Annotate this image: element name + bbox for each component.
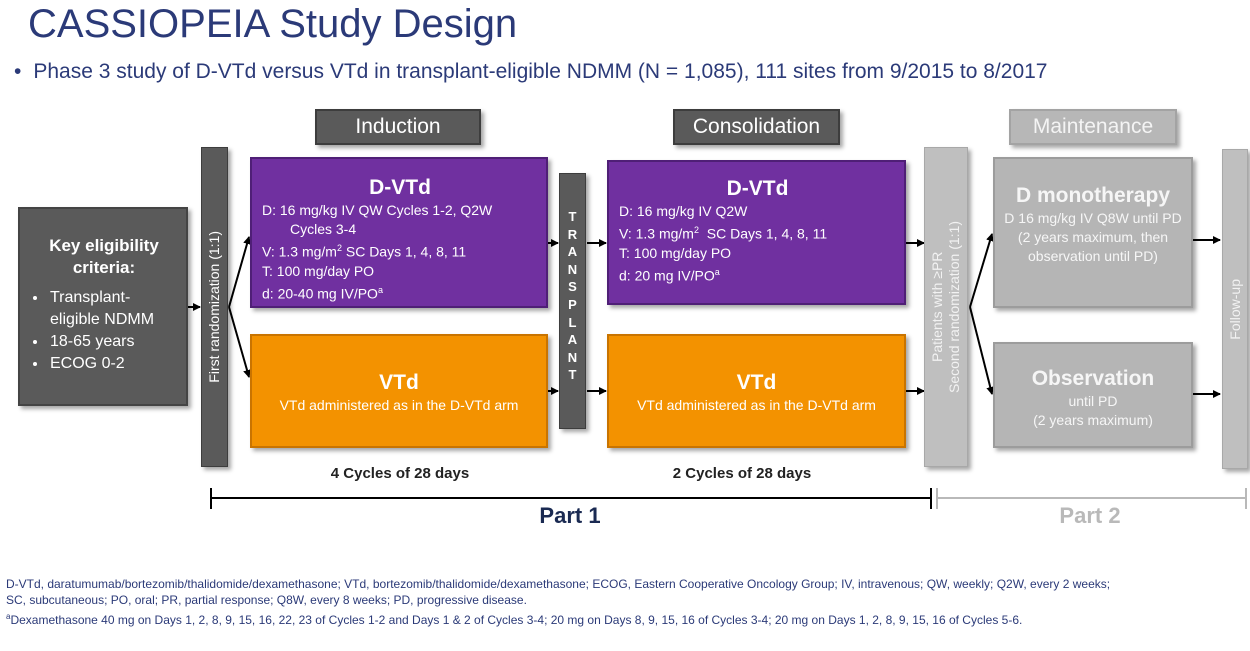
first-randomization-bar: First randomization (1:1) [201, 147, 228, 467]
consolidation-dvtd-d: D: 16 mg/kg IV Q2W [619, 203, 748, 219]
follow-up-bar: Follow-up [1222, 149, 1248, 469]
eligibility-item: ECOG 0-2 [48, 353, 176, 375]
study-summary-text: Phase 3 study of D-VTd versus VTd in tra… [33, 60, 1048, 83]
arrow-randomization-to-maintenance [969, 233, 994, 308]
induction-vtd-box: VTd VTd administered as in the D-VTd arm [250, 334, 548, 448]
first-randomization-label: First randomization (1:1) [206, 231, 222, 383]
induction-vtd-desc: VTd administered as in the D-VTd arm [279, 397, 519, 413]
eligibility-list: Transplant-eligible NDMM 18-65 years ECO… [32, 287, 176, 375]
part2-bracket [936, 488, 1247, 509]
eligibility-item: Transplant-eligible NDMM [48, 287, 176, 331]
transplant-letter: N [567, 261, 578, 277]
transplant-letter: S [568, 279, 577, 295]
induction-cycles: 4 Cycles of 28 days [330, 465, 470, 482]
consolidation-vtd-desc: VTd administered as in the D-VTd arm [637, 397, 876, 413]
transplant-letter: P [568, 296, 577, 312]
transplant-letter: T [568, 367, 577, 383]
footnote-dexamethasone: aDexamethasone 40 mg on Days 1, 2, 8, 9,… [6, 612, 1023, 627]
induction-dvtd-name: D-VTd [369, 176, 431, 199]
maintenance-d-desc: D 16 mg/kg IV Q8W until PD (2 years maxi… [1004, 210, 1182, 264]
eligibility-item: 18-65 years [48, 331, 176, 353]
induction-dvtd-box: D-VTd D: 16 mg/kg IV QW Cycles 1-2, Q2W … [250, 157, 548, 308]
consolidation-vtd-box: VTd VTd administered as in the D-VTd arm [607, 334, 906, 448]
transplant-letter: A [567, 332, 578, 348]
phase-maintenance: Maintenance [1009, 109, 1177, 145]
follow-up-label: Follow-up [1226, 278, 1243, 340]
induction-dvtd-dex: d: 20-40 mg IV/POa [262, 284, 383, 302]
transplant-letter: N [567, 349, 578, 365]
eligibility-heading: Key eligibility criteria: [49, 236, 159, 277]
phase-induction: Induction [315, 109, 481, 145]
consolidation-dvtd-name: D-VTd [726, 177, 789, 200]
bullet: • [14, 60, 22, 83]
second-randomization-bar: Patients with ≥PR Second randomization (… [924, 147, 968, 467]
arrow-randomization-to-dvtd [228, 236, 251, 308]
eligibility-box: Key eligibility criteria: Transplant-eli… [18, 207, 188, 406]
page-title: CASSIOPEIA Study Design [28, 2, 518, 46]
maintenance-d-name: D monotherapy [1015, 184, 1170, 207]
observation-box: Observation until PD (2 years maximum) [993, 342, 1193, 448]
arrow-randomization-to-observation [969, 306, 995, 395]
observation-line1: until PD [1068, 393, 1118, 409]
phase-consolidation: Consolidation [673, 109, 840, 145]
second-randomization-label: Patients with ≥PR Second randomization (… [929, 221, 962, 393]
consolidation-dvtd-dex: d: 20 mg IV/POa [619, 266, 720, 284]
transplant-letter: A [567, 244, 578, 260]
induction-dvtd-d: D: 16 mg/kg IV QW Cycles 1-2, Q2W [262, 202, 493, 218]
observation-name: Observation [1031, 367, 1155, 390]
part2-label: Part 2 [1059, 503, 1121, 528]
transplant-letter: R [567, 226, 578, 242]
part1-label: Part 1 [539, 503, 601, 528]
induction-dvtd-v: V: 1.3 mg/m2 SC Days 1, 4, 8, 11 [262, 243, 467, 260]
part1-bracket [210, 488, 932, 509]
consolidation-dvtd-t: T: 100 mg/day PO [619, 244, 732, 261]
study-summary: • Phase 3 study of D-VTd versus VTd in tr… [14, 60, 1047, 84]
induction-vtd-name: VTd [379, 371, 419, 394]
footnote-abbreviations-cont: SC, subcutaneous; PO, oral; PR, partial … [6, 593, 527, 607]
transplant-letter: L [568, 314, 577, 330]
transplant-letter: T [568, 209, 577, 224]
observation-line2: (2 years maximum) [1033, 412, 1153, 428]
arrow-randomization-to-vtd [228, 306, 251, 378]
consolidation-dvtd-box: D-VTd D: 16 mg/kg IV Q2W V: 1.3 mg/m2 SC… [607, 160, 906, 305]
maintenance-d-box: D monotherapy D 16 mg/kg IV Q8W until PD… [993, 157, 1193, 308]
consolidation-cycles: 2 Cycles of 28 days [672, 465, 812, 482]
footnote-abbreviations: D-VTd, daratumumab/bortezomib/thalidomid… [6, 577, 1111, 591]
consolidation-dvtd-v: V: 1.3 mg/m2 SC Days 1, 4, 8, 11 [619, 225, 828, 242]
induction-dvtd-t: T: 100 mg/day PO [262, 262, 375, 279]
induction-dvtd-d-cont: Cycles 3-4 [290, 221, 357, 237]
consolidation-vtd-name: VTd [736, 371, 777, 394]
transplant-bar: T R A N S P L A N T [559, 173, 586, 429]
